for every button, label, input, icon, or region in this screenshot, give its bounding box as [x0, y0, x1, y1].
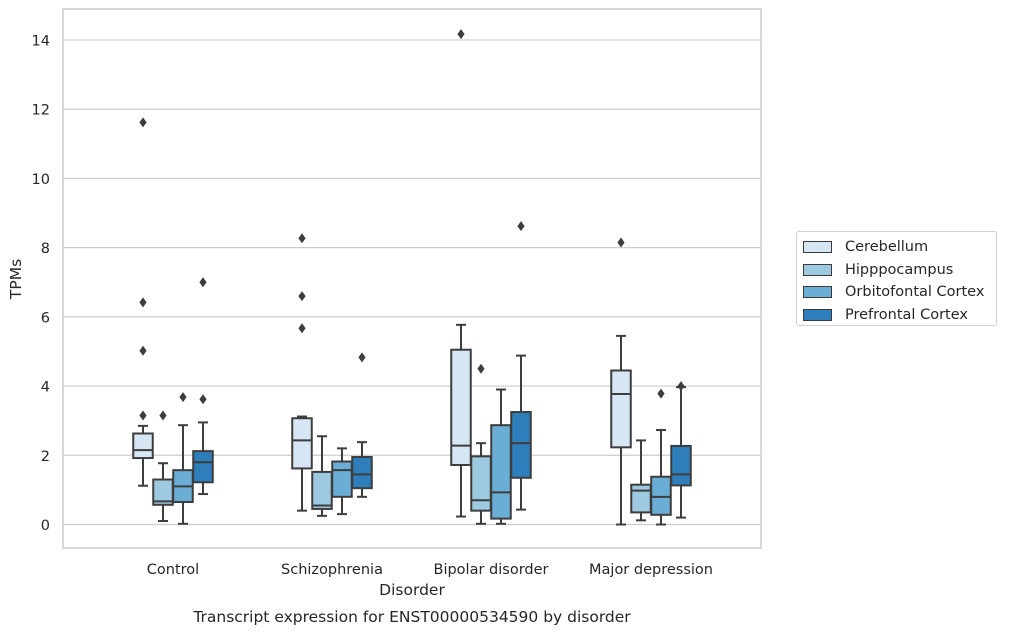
outlier-point [358, 352, 366, 363]
box-cerebellum [450, 29, 472, 518]
box-hipppocampus [630, 439, 652, 522]
outlier-point [457, 29, 465, 40]
outlier-point [139, 297, 147, 308]
y-tick-label: 10 [32, 172, 50, 188]
x-tick-label: Bipolar disorder [434, 562, 549, 578]
legend-item: Prefrontal Cortex [803, 304, 996, 327]
chart-title: Transcript expression for ENST0000053459… [192, 608, 631, 626]
legend-label: Prefrontal Cortex [845, 306, 968, 323]
outlier-point [298, 233, 306, 244]
legend-item: Cerebellum [803, 236, 996, 259]
outlier-point [139, 410, 147, 421]
iqr-box [670, 444, 692, 487]
box-hipppocampus [470, 363, 492, 525]
box-hipppocampus [152, 410, 174, 523]
x-tick-label: Schizophrenia [281, 562, 383, 578]
outlier-point [179, 392, 187, 403]
iqr-box [311, 470, 333, 510]
legend-swatch [803, 241, 832, 254]
iqr-box [331, 460, 353, 498]
legend-label: Hipppocampus [845, 261, 954, 278]
box-prefrontal-cortex [670, 381, 692, 519]
legend-item: Hipppocampus [803, 259, 996, 282]
legend-swatch [803, 263, 832, 276]
iqr-box [351, 456, 373, 490]
box-prefrontal-cortex [510, 221, 532, 511]
outlier-point [199, 277, 207, 288]
outlier-point [657, 388, 665, 399]
y-tick-label: 14 [32, 34, 50, 50]
legend-label: Orbitofontal Cortex [845, 284, 985, 301]
y-tick-label: 8 [41, 241, 50, 257]
legend-label: Cerebellum [845, 239, 929, 256]
outlier-point [298, 323, 306, 334]
box-cerebellum [132, 117, 154, 487]
legend-item: Orbitofontal Cortex [803, 281, 996, 304]
iqr-box [510, 411, 532, 479]
outlier-point [139, 117, 147, 128]
plot-frame [62, 8, 762, 549]
x-tick-label: Major depression [589, 562, 713, 578]
y-tick-label: 6 [41, 310, 50, 326]
box-hipppocampus [311, 435, 333, 517]
y-tick-label: 12 [32, 103, 50, 119]
iqr-box [450, 348, 472, 466]
box-cerebellum [610, 237, 632, 526]
iqr-box [192, 450, 214, 484]
iqr-box [610, 369, 632, 449]
outlier-point [159, 410, 167, 421]
iqr-box [490, 424, 512, 520]
y-tick-label: 0 [41, 518, 50, 534]
box-orbitofontal-cortex [331, 447, 353, 516]
y-tick-label: 4 [41, 380, 50, 396]
box-prefrontal-cortex [351, 352, 373, 498]
x-tick-label: Control [147, 562, 199, 578]
outlier-point [477, 363, 485, 374]
x-axis-label: Disorder [379, 581, 445, 599]
box-orbitofontal-cortex [490, 388, 512, 525]
box-orbitofontal-cortex [172, 392, 194, 525]
outlier-point [139, 345, 147, 356]
iqr-box [650, 475, 672, 516]
iqr-box [132, 432, 154, 460]
outlier-point [199, 394, 207, 405]
legend-swatch [803, 286, 832, 299]
chart-legend: Cerebellum Hipppocampus Orbitofontal Corte… [796, 231, 997, 326]
y-tick-label: 2 [41, 449, 50, 465]
iqr-box [470, 455, 492, 512]
outlier-point [298, 291, 306, 302]
outlier-point [617, 237, 625, 248]
box-orbitofontal-cortex [650, 388, 672, 526]
outlier-point [677, 381, 685, 392]
outlier-point [517, 221, 525, 232]
legend-swatch [803, 308, 832, 321]
box-prefrontal-cortex [192, 277, 214, 496]
box-cerebellum [291, 233, 313, 512]
y-axis-label: TPMs [7, 259, 25, 300]
iqr-box [630, 483, 652, 514]
iqr-box [291, 417, 313, 470]
